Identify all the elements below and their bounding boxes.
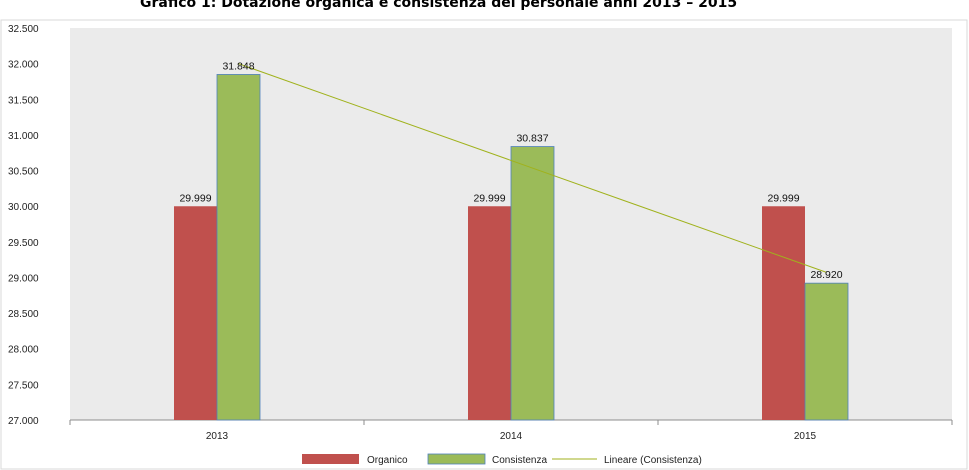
x-tick-label: 2013 (206, 431, 229, 442)
bar-organico-2014 (468, 206, 511, 420)
bar-organico-2015 (762, 206, 805, 420)
y-tick-label: 31.500 (8, 95, 39, 106)
data-label-organico-2014: 29.999 (473, 192, 505, 204)
y-tick-label: 28.500 (8, 309, 39, 320)
legend-swatch-organico (302, 454, 359, 464)
trendline-consistenza (238, 63, 827, 273)
y-tick-label: 27.000 (8, 416, 39, 427)
bar-consistenza-2013 (216, 74, 261, 421)
data-label-consistenza-2013: 31.848 (222, 60, 254, 72)
legend-label-trendline: Lineare (Consistenza) (604, 455, 702, 466)
data-label-organico-2015: 29.999 (767, 192, 799, 204)
y-tick-label: 32.500 (8, 24, 39, 35)
legend-swatch-consistenza (427, 453, 486, 465)
y-tick-label: 31.000 (8, 131, 39, 142)
y-tick-label: 29.500 (8, 238, 39, 249)
y-tick-label: 32.000 (8, 60, 39, 71)
legend-label-consistenza: Consistenza (492, 455, 547, 466)
chart-title: Grafico 1: Dotazione organica e consiste… (140, 0, 738, 11)
y-tick-label: 28.000 (8, 345, 39, 356)
y-tick-label: 27.500 (8, 380, 39, 391)
bar-consistenza-2015 (804, 282, 849, 421)
x-tick-label: 2015 (794, 431, 817, 442)
y-tick-label: 30.000 (8, 202, 39, 213)
data-label-consistenza-2015: 28.920 (810, 269, 842, 281)
x-tick-label: 2014 (500, 431, 523, 442)
y-tick-label: 30.500 (8, 167, 39, 178)
legend-label-organico: Organico (367, 455, 408, 466)
bar-consistenza-2014 (510, 146, 555, 421)
y-tick-label: 29.000 (8, 273, 39, 284)
data-label-organico-2013: 29.999 (179, 192, 211, 204)
data-label-consistenza-2014: 30.837 (516, 133, 548, 145)
bar-organico-2013 (174, 206, 217, 420)
